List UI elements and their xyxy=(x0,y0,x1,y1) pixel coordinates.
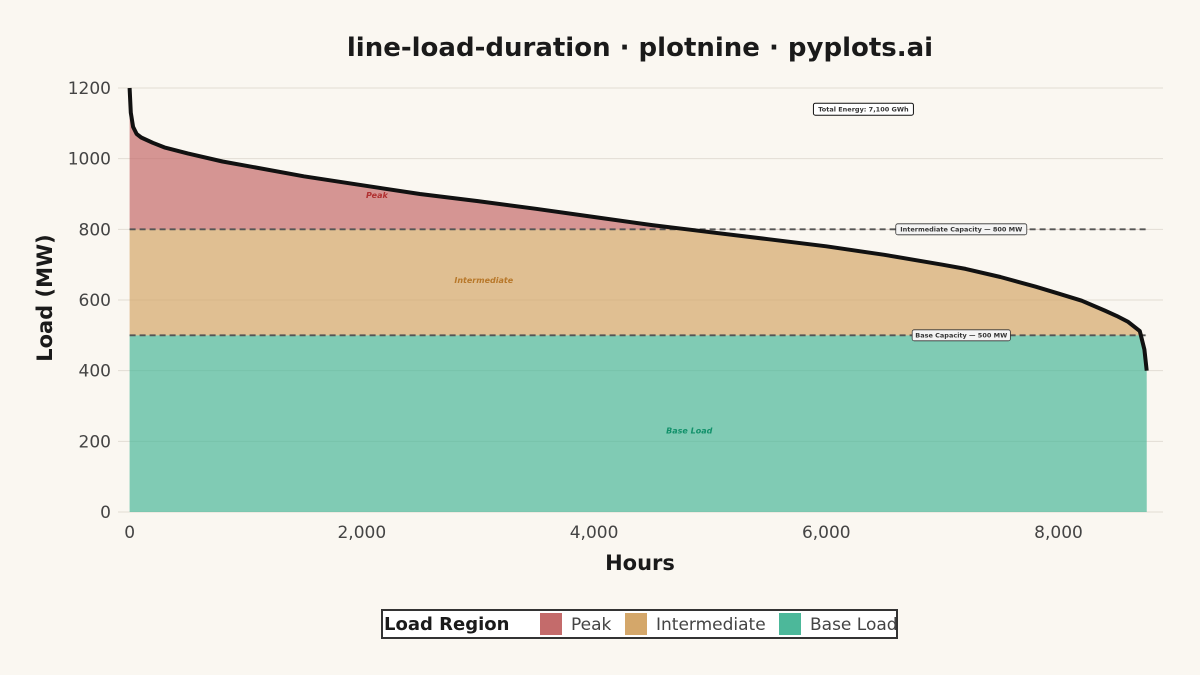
legend-items: Peak Intermediate Base Load xyxy=(540,613,898,635)
y-tick-label-4: 800 xyxy=(79,220,111,240)
chart-title: line-load-duration · plotnine · pyplots.… xyxy=(347,33,933,63)
total-energy-annotation: Total Energy: 7,100 GWh xyxy=(812,102,914,116)
legend-swatch-0 xyxy=(540,613,562,635)
y-axis-title: Load (MW) xyxy=(33,234,57,362)
area-peak xyxy=(129,88,1147,230)
area-intermediate xyxy=(129,229,1147,336)
legend-swatch-1 xyxy=(625,613,647,635)
legend-swatch-2 xyxy=(779,613,801,635)
load-regions xyxy=(129,88,1147,512)
legend: Load Region Peak Intermediate Base Load xyxy=(381,609,898,639)
y-tick-label-1: 200 xyxy=(79,432,111,452)
y-axis-ticks: 0 200 400 600 800 1000 1200 xyxy=(68,79,111,523)
x-axis-ticks: 0 2,000 4,000 6,000 8,000 xyxy=(124,523,1083,543)
total-energy-box xyxy=(812,102,914,116)
x-tick-label-4: 8,000 xyxy=(1034,523,1083,543)
y-tick-label-3: 600 xyxy=(79,291,111,311)
y-tick-label-5: 1000 xyxy=(68,150,111,170)
reference-label-box-800 xyxy=(895,223,1028,236)
x-tick-label-0: 0 xyxy=(124,523,135,543)
y-tick-label-2: 400 xyxy=(79,362,111,382)
region-label-2: Base Load xyxy=(666,427,712,436)
reference-label-800: Intermediate Capacity — 800 MW xyxy=(900,226,1022,234)
x-tick-label-1: 2,000 xyxy=(337,523,386,543)
x-axis-title: Hours xyxy=(605,551,675,575)
region-label-1: Intermediate xyxy=(454,276,513,285)
legend-label-1: Intermediate xyxy=(656,615,766,635)
reference-label-box-500 xyxy=(911,329,1011,342)
area-base-load xyxy=(129,335,1147,512)
total-energy-label: Total Energy: 7,100 GWh xyxy=(818,106,909,114)
region-label-0: Peak xyxy=(366,191,388,200)
region-labels: Peak Intermediate Base Load xyxy=(366,191,713,435)
legend-label-2: Base Load xyxy=(810,615,898,635)
x-tick-label-3: 6,000 xyxy=(802,523,851,543)
load-duration-curve xyxy=(127,87,1149,371)
y-tick-label-0: 0 xyxy=(100,503,111,523)
y-tick-label-6: 1200 xyxy=(68,79,111,99)
legend-label-0: Peak xyxy=(571,615,612,635)
legend-title: Load Region xyxy=(384,614,509,635)
reference-label-500: Base Capacity — 500 MW xyxy=(915,332,1007,340)
reference-lines: Intermediate Capacity — 800 MW Base Capac… xyxy=(129,223,1147,342)
x-tick-label-2: 4,000 xyxy=(570,523,619,543)
